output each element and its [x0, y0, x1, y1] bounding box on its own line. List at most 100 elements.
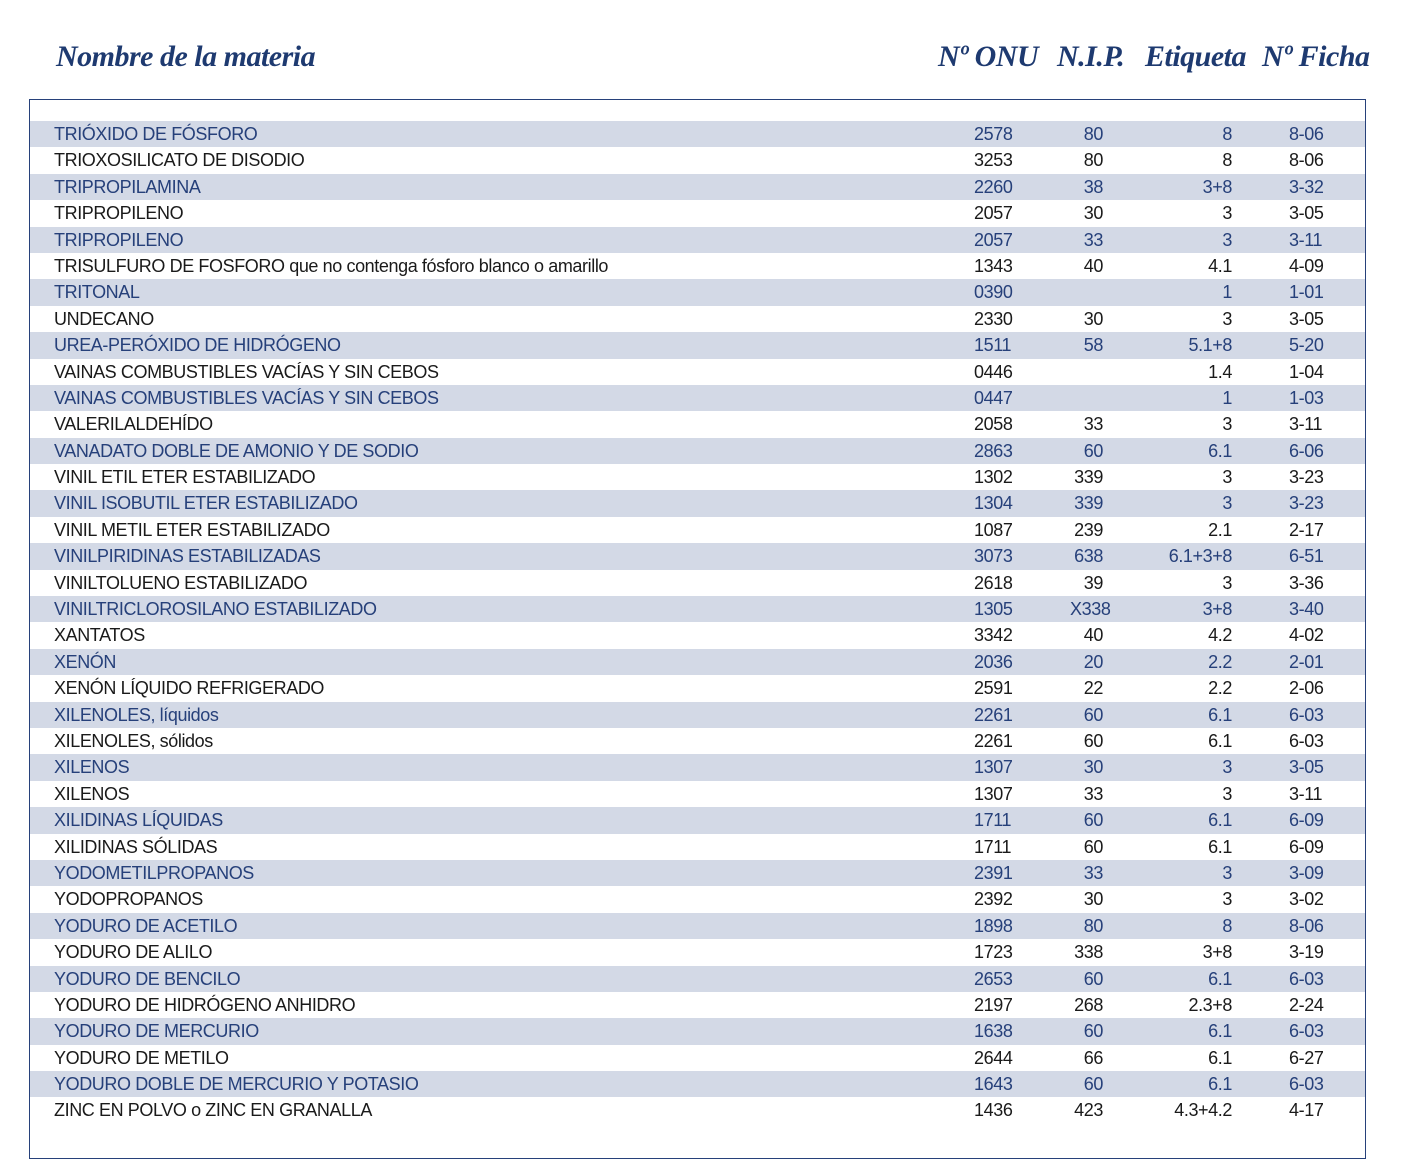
cell-onu: 1723: [974, 942, 1013, 963]
table-row: XILIDINAS SÓLIDAS 1711 60 6.1 6-09: [30, 834, 1365, 860]
cell-name: XILENOLES, sólidos: [54, 730, 213, 751]
cell-name: VINILTOLUENO ESTABILIZADO: [54, 572, 308, 593]
cell-ficha: 8-06: [1289, 915, 1324, 936]
cell-ficha: 6-03: [1289, 1021, 1324, 1042]
cell-ficha: 8-06: [1289, 150, 1324, 171]
cell-ficha: 6-03: [1289, 730, 1324, 751]
cell-ficha: 2-17: [1289, 519, 1324, 540]
cell-name: TRIÓXIDO DE FÓSFORO: [54, 124, 258, 144]
cell-name: VINILTRICLOROSILANO ESTABILIZADO: [54, 599, 377, 620]
cell-nip: X338: [1070, 599, 1111, 620]
cell-name: TRIOXOSILICATO DE DISODIO: [54, 150, 305, 171]
table-row: XENÓN 2036 20 2.2 2-01: [30, 648, 1365, 676]
cell-onu: 2618: [974, 572, 1013, 593]
cell-name: YODURO DE METILO: [54, 1047, 229, 1068]
cell-etiqueta: 1.4: [1208, 361, 1232, 382]
cell-etiqueta: 2.3+8: [1188, 994, 1232, 1015]
table-row: XILIDINAS LÍQUIDAS 1711 60 6.1 6-09: [30, 807, 1365, 834]
cell-nip: 40: [1083, 625, 1104, 646]
cell-nip: 30: [1083, 757, 1104, 778]
cell-ficha: 2-24: [1289, 994, 1324, 1015]
cell-onu: 3342: [974, 625, 1013, 646]
cell-ficha: 5-20: [1289, 335, 1324, 356]
table-row: YODURO DE ALILO 1723 338 3+8 3-19: [30, 939, 1365, 965]
cell-etiqueta: 3: [1222, 889, 1232, 910]
cell-onu: 1305: [974, 599, 1013, 620]
cell-ficha: 3-19: [1289, 942, 1324, 963]
cell-etiqueta: 3: [1222, 203, 1232, 224]
cell-etiqueta: 4.2: [1208, 625, 1232, 646]
table-row: XILENOLES, sólidos 2261 60 6.1 6-03: [30, 728, 1365, 754]
table-row: ZINC EN POLVO o ZINC EN GRANALLA 1436 423 4…: [30, 1097, 1365, 1123]
cell-name: TRIPROPILAMINA: [54, 176, 201, 197]
cell-nip: 60: [1083, 440, 1104, 461]
table-row: XILENOLES, líquidos 2261 60 6.1 6-03: [30, 701, 1365, 728]
cell-ficha: 3-05: [1289, 308, 1324, 329]
table-row: VAINAS COMBUSTIBLES VACÍAS Y SIN CEBOS 04…: [30, 359, 1365, 385]
cell-etiqueta: 2.2: [1208, 651, 1232, 672]
cell-onu: 0446: [974, 361, 1013, 382]
cell-nip: 30: [1083, 889, 1104, 910]
cell-etiqueta: 3: [1222, 493, 1232, 514]
cell-ficha: 6-09: [1289, 810, 1324, 831]
cell-etiqueta: 1: [1222, 387, 1232, 408]
cell-nip: 58: [1083, 335, 1104, 356]
cell-ficha: 3-23: [1289, 467, 1324, 488]
table-row: VALERILALDEHÍDO 2058 33 3 3-11: [30, 411, 1365, 437]
cell-ficha: 1-03: [1289, 387, 1324, 408]
cell-name: VAINAS COMBUSTIBLES VACÍAS Y SIN CEBOS: [54, 387, 439, 408]
table-row: YODOMETILPROPANOS 2391 33 3 3-09: [30, 859, 1365, 887]
cell-name: XENÓN LÍQUIDO REFRIGERADO: [54, 678, 325, 699]
cell-etiqueta: 6.1: [1208, 704, 1232, 725]
table-row: TRIPROPILENO 2057 30 3 3-05: [30, 200, 1365, 226]
table-row: VINIL ISOBUTIL ETER ESTABILIZADO 1304 339 3…: [30, 490, 1365, 517]
table-row: YODURO DE METILO 2644 66 6.1 6-27: [30, 1045, 1365, 1071]
cell-ficha: 6-03: [1289, 968, 1324, 989]
cell-name: TRISULFURO DE FOSFORO que no contenga fó…: [54, 255, 609, 276]
cell-onu: 0390: [974, 282, 1013, 303]
cell-etiqueta: 3: [1222, 757, 1232, 778]
cell-name: YODURO DE MERCURIO: [54, 1021, 259, 1042]
cell-nip: 60: [1083, 704, 1104, 725]
cell-onu: 1087: [974, 519, 1013, 540]
table-row: VAINAS COMBUSTIBLES VACÍAS Y SIN CEBOS 04…: [30, 384, 1365, 412]
cell-ficha: 3-36: [1289, 572, 1324, 593]
cell-nip: 239: [1074, 519, 1103, 540]
cell-name: YODURO DOBLE DE MERCURIO Y POTASIO: [54, 1074, 419, 1095]
cell-onu: 2578: [974, 124, 1013, 144]
table-row: XANTATOS 3342 40 4.2 4-02: [30, 622, 1365, 648]
table-row: YODURO DOBLE DE MERCURIO Y POTASIO 1643 60…: [30, 1071, 1365, 1098]
cell-etiqueta: 6.1: [1208, 968, 1232, 989]
cell-nip: 60: [1083, 1021, 1104, 1042]
cell-onu: 2863: [974, 440, 1013, 461]
cell-ficha: 3-40: [1289, 599, 1324, 620]
cell-etiqueta: 8: [1222, 124, 1232, 144]
cell-onu: 3073: [974, 546, 1013, 567]
table-row: YODURO DE HIDRÓGENO ANHIDRO 2197 268 2.3+8 2…: [30, 992, 1365, 1018]
cell-nip: 339: [1074, 493, 1103, 514]
cell-etiqueta: 3: [1222, 572, 1232, 593]
table-row: XENÓN LÍQUIDO REFRIGERADO 2591 22 2.2 2-06: [30, 675, 1365, 701]
cell-etiqueta: 6.1: [1208, 836, 1232, 857]
cell-name: XILENOS: [54, 783, 130, 804]
table-frame: TRIÓXIDO DE FÓSFORO 2578 80 8 8-06 TRIOXOSILI…: [29, 99, 1366, 1159]
cell-etiqueta: 8: [1222, 915, 1232, 936]
cell-nip: 33: [1083, 783, 1104, 804]
cell-nip: 66: [1083, 1047, 1104, 1068]
cell-ficha: 1-01: [1289, 282, 1324, 303]
table-row: UNDECANO 2330 30 3 3-05: [30, 306, 1365, 332]
cell-nip: 80: [1083, 150, 1104, 171]
cell-nip: 80: [1083, 915, 1104, 936]
table-row: VINILTRICLOROSILANO ESTABILIZADO 1305 X338…: [30, 596, 1365, 623]
cell-etiqueta: 3: [1222, 414, 1232, 435]
cell-onu: 2261: [974, 730, 1013, 751]
cell-etiqueta: 6.1: [1208, 1021, 1232, 1042]
cell-name: TRITONAL: [54, 282, 140, 303]
cell-ficha: 2-01: [1289, 651, 1324, 672]
cell-onu: 2057: [974, 229, 1013, 250]
cell-etiqueta: 4.3+4.2: [1174, 1100, 1232, 1121]
cell-ficha: 6-03: [1289, 704, 1324, 725]
cell-nip: 268: [1074, 994, 1103, 1015]
cell-name: ZINC EN POLVO o ZINC EN GRANALLA: [54, 1100, 372, 1121]
cell-name: VAINAS COMBUSTIBLES VACÍAS Y SIN CEBOS: [54, 361, 439, 382]
